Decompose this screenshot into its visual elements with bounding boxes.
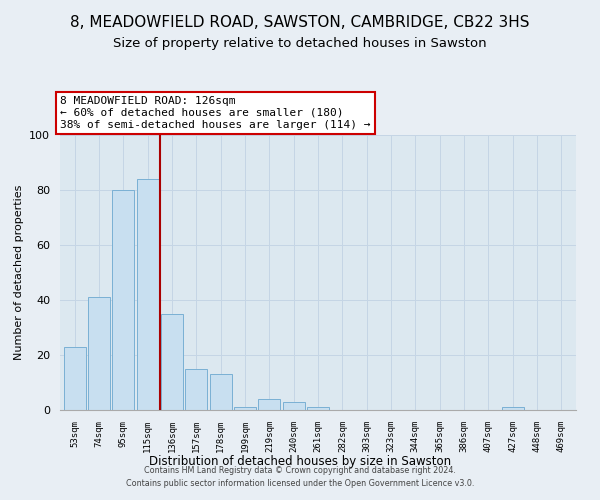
Bar <box>234 407 256 410</box>
Bar <box>161 314 183 410</box>
Bar <box>185 369 207 410</box>
Bar <box>64 347 86 410</box>
Bar <box>137 179 158 410</box>
Y-axis label: Number of detached properties: Number of detached properties <box>14 185 24 360</box>
Bar <box>88 297 110 410</box>
Text: 8, MEADOWFIELD ROAD, SAWSTON, CAMBRIDGE, CB22 3HS: 8, MEADOWFIELD ROAD, SAWSTON, CAMBRIDGE,… <box>70 15 530 30</box>
Text: Size of property relative to detached houses in Sawston: Size of property relative to detached ho… <box>113 38 487 51</box>
Bar <box>502 407 524 410</box>
Bar <box>259 399 280 410</box>
Bar <box>112 190 134 410</box>
Bar <box>209 374 232 410</box>
Text: Distribution of detached houses by size in Sawston: Distribution of detached houses by size … <box>149 455 451 468</box>
Bar <box>307 407 329 410</box>
Text: 8 MEADOWFIELD ROAD: 126sqm
← 60% of detached houses are smaller (180)
38% of sem: 8 MEADOWFIELD ROAD: 126sqm ← 60% of deta… <box>60 96 371 130</box>
Text: Contains HM Land Registry data © Crown copyright and database right 2024.
Contai: Contains HM Land Registry data © Crown c… <box>126 466 474 487</box>
Bar <box>283 402 305 410</box>
